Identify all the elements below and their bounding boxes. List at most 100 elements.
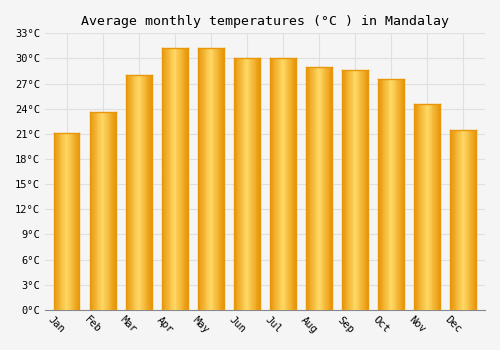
Bar: [314, 67, 316, 310]
Bar: [64, 133, 65, 310]
Bar: [328, 67, 330, 310]
Bar: [468, 130, 469, 310]
Bar: [318, 67, 319, 310]
Bar: [454, 130, 456, 310]
Bar: [313, 67, 314, 310]
Bar: [356, 70, 357, 310]
Bar: [206, 48, 208, 310]
Bar: [470, 130, 471, 310]
Bar: [222, 48, 223, 310]
Bar: [308, 67, 310, 310]
Bar: [151, 75, 152, 310]
Bar: [352, 70, 354, 310]
Bar: [107, 112, 108, 310]
Bar: [357, 70, 358, 310]
Bar: [435, 104, 436, 310]
Bar: [76, 133, 77, 310]
Bar: [205, 48, 206, 310]
Bar: [361, 70, 362, 310]
Bar: [143, 75, 144, 310]
Bar: [218, 48, 220, 310]
Bar: [216, 48, 217, 310]
Bar: [424, 104, 426, 310]
Bar: [320, 67, 321, 310]
Bar: [283, 58, 284, 310]
Bar: [184, 48, 185, 310]
Bar: [99, 112, 100, 310]
Bar: [460, 130, 461, 310]
Bar: [186, 48, 187, 310]
Bar: [253, 58, 254, 310]
Bar: [429, 104, 430, 310]
Bar: [453, 130, 454, 310]
Bar: [101, 112, 102, 310]
Bar: [204, 48, 205, 310]
Bar: [251, 58, 252, 310]
Bar: [72, 133, 74, 310]
Bar: [387, 79, 388, 310]
Bar: [402, 79, 404, 310]
Bar: [136, 75, 137, 310]
Bar: [360, 70, 361, 310]
Bar: [66, 133, 68, 310]
Bar: [57, 133, 58, 310]
Bar: [150, 75, 151, 310]
Bar: [56, 133, 57, 310]
Bar: [128, 75, 129, 310]
Bar: [437, 104, 438, 310]
Bar: [459, 130, 460, 310]
Bar: [324, 67, 325, 310]
Bar: [378, 79, 379, 310]
Bar: [137, 75, 138, 310]
Bar: [113, 112, 114, 310]
Bar: [162, 48, 164, 310]
Bar: [290, 58, 291, 310]
Bar: [200, 48, 202, 310]
Bar: [344, 70, 346, 310]
Bar: [465, 130, 466, 310]
Bar: [130, 75, 131, 310]
Bar: [418, 104, 420, 310]
Bar: [288, 58, 289, 310]
Bar: [240, 58, 241, 310]
Bar: [132, 75, 134, 310]
Bar: [350, 70, 351, 310]
Bar: [58, 133, 59, 310]
Bar: [428, 104, 429, 310]
Bar: [388, 79, 390, 310]
Bar: [126, 75, 128, 310]
Bar: [396, 79, 398, 310]
Bar: [398, 79, 399, 310]
Bar: [223, 48, 224, 310]
Bar: [135, 75, 136, 310]
Bar: [94, 112, 95, 310]
Bar: [110, 112, 111, 310]
Bar: [214, 48, 215, 310]
Bar: [102, 112, 104, 310]
Bar: [250, 58, 251, 310]
Bar: [246, 58, 247, 310]
Bar: [343, 70, 344, 310]
Bar: [166, 48, 167, 310]
Bar: [322, 67, 324, 310]
Bar: [458, 130, 459, 310]
Bar: [146, 75, 148, 310]
Bar: [362, 70, 363, 310]
Bar: [258, 58, 259, 310]
Bar: [354, 70, 355, 310]
Bar: [307, 67, 308, 310]
Bar: [75, 133, 76, 310]
Bar: [380, 79, 381, 310]
Bar: [282, 58, 283, 310]
Bar: [294, 58, 295, 310]
Bar: [471, 130, 472, 310]
Bar: [165, 48, 166, 310]
Bar: [292, 58, 294, 310]
Bar: [164, 48, 165, 310]
Bar: [105, 112, 106, 310]
Bar: [108, 112, 110, 310]
Bar: [331, 67, 332, 310]
Bar: [275, 58, 276, 310]
Bar: [112, 112, 113, 310]
Bar: [238, 58, 239, 310]
